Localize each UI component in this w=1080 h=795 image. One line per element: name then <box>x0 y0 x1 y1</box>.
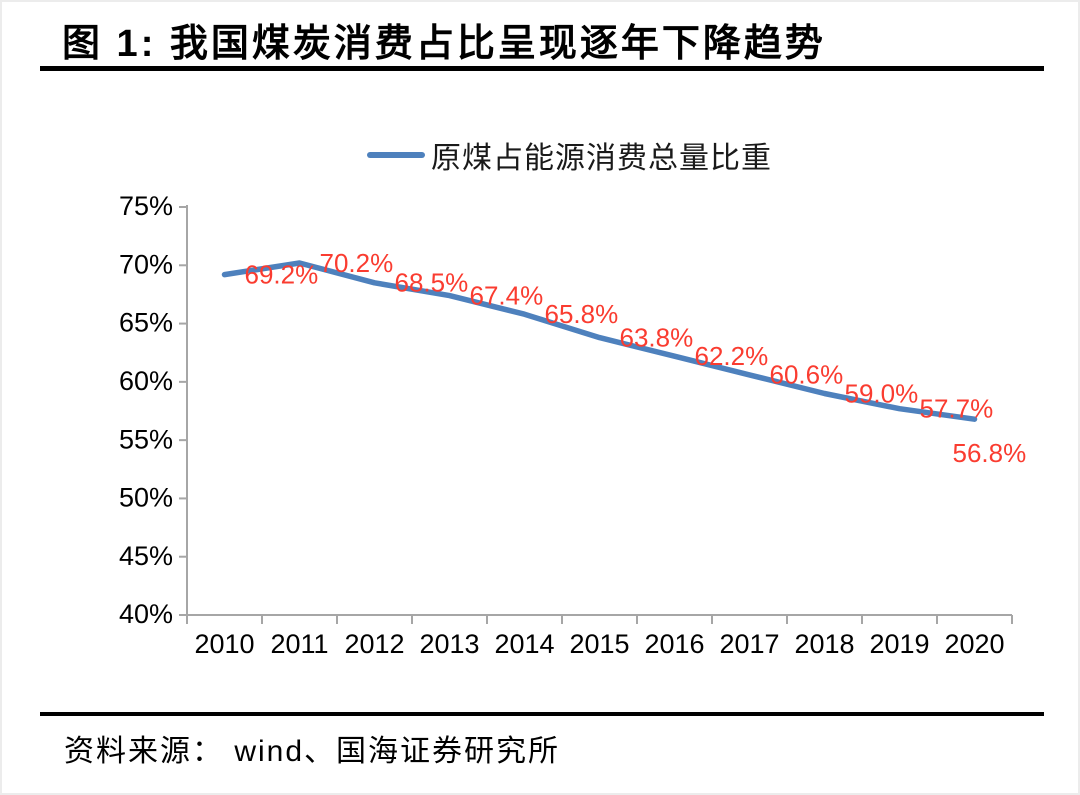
data-label: 56.8% <box>953 438 1027 468</box>
x-tick-label: 2013 <box>419 629 479 659</box>
figure-title: 图 1: 我国煤炭消费占比呈现逐年下降趋势 <box>62 23 826 65</box>
x-tick-label: 2015 <box>569 629 629 659</box>
chart-legend: 原煤占能源消费总量比重 <box>367 133 772 177</box>
data-label: 60.6% <box>770 360 844 390</box>
y-tick-label: 40% <box>119 599 173 629</box>
x-tick-label: 2019 <box>869 629 929 659</box>
data-label: 67.4% <box>470 280 544 310</box>
x-tick-label: 2012 <box>344 629 404 659</box>
y-tick-label: 70% <box>119 249 173 279</box>
legend-label: 原煤占能源消费总量比重 <box>431 142 772 175</box>
data-label: 63.8% <box>620 322 694 352</box>
y-tick-label: 55% <box>119 424 173 454</box>
x-tick-label: 2011 <box>270 629 328 659</box>
x-tick-label: 2016 <box>644 629 704 659</box>
data-label: 70.2% <box>320 248 394 278</box>
source-note: 资料来源： wind、国海证券研究所 <box>64 735 561 768</box>
title-rule <box>40 66 1044 71</box>
data-label: 62.2% <box>695 341 769 371</box>
series-line <box>221 260 978 422</box>
data-label: 69.2% <box>245 259 319 289</box>
data-label: 57.7% <box>920 394 994 424</box>
data-label: 68.5% <box>395 268 469 298</box>
x-tick-label: 2010 <box>194 629 254 659</box>
legend-line-swatch <box>367 152 425 158</box>
data-label: 65.8% <box>545 299 619 329</box>
y-tick-label: 60% <box>119 366 173 396</box>
x-tick-label: 2017 <box>719 629 779 659</box>
y-tick-label: 50% <box>119 483 173 513</box>
y-tick-label: 45% <box>119 541 173 571</box>
y-tick-label: 65% <box>119 308 173 338</box>
x-tick-label: 2014 <box>494 629 554 659</box>
footer-rule <box>40 712 1044 716</box>
x-tick-label: 2018 <box>794 629 854 659</box>
x-tick-label: 2020 <box>944 629 1004 659</box>
data-label: 59.0% <box>845 378 919 408</box>
y-tick-label: 75% <box>119 191 173 221</box>
